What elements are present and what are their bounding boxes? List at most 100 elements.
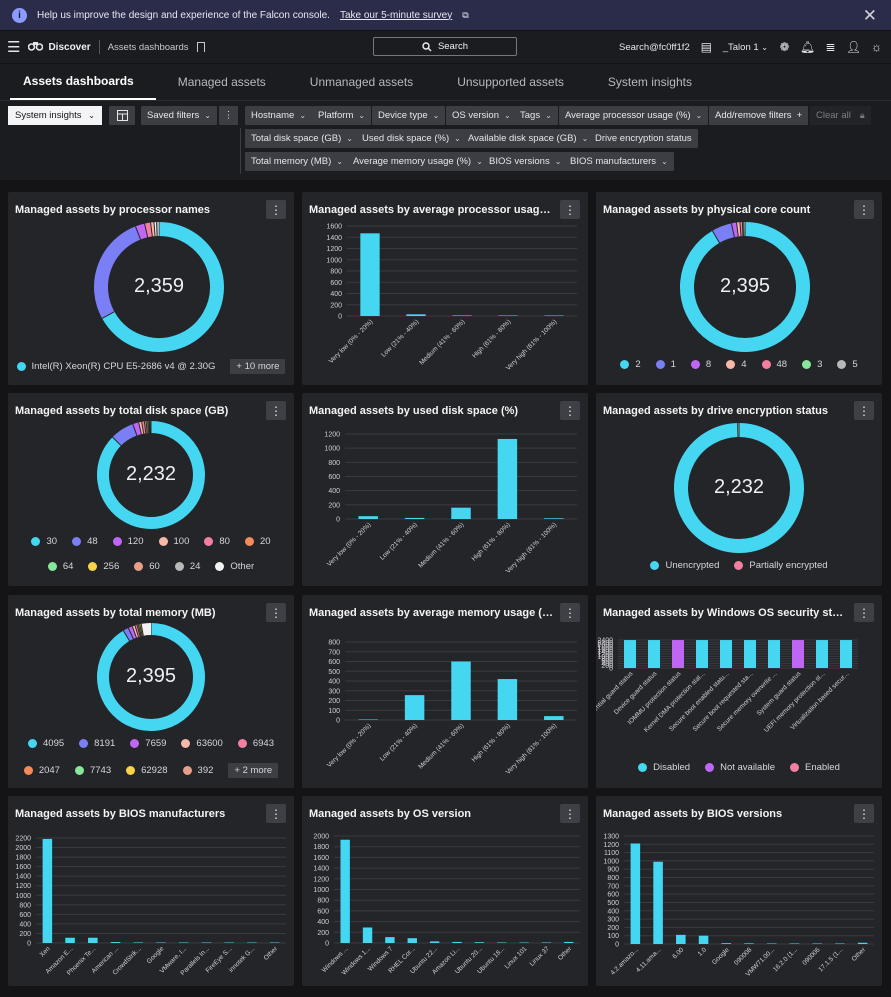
kebab-menu-icon[interactable]: ⋮ [560, 603, 580, 622]
more-legend-button[interactable]: + 10 more [230, 359, 286, 374]
legend-item[interactable]: Disabled [638, 762, 690, 773]
filter-platform[interactable]: Platform ⌄ [312, 106, 372, 125]
filter-average-memory-usage[interactable]: Average memory usage (%) ⌄ [347, 152, 489, 171]
filter-bios-manufacturers[interactable]: BIOS manufacturers ⌄ [564, 152, 674, 171]
document-icon[interactable]: ▤ [700, 40, 712, 54]
user-icon[interactable]: 👤︎ [845, 40, 862, 54]
bookmark-icon[interactable] [196, 42, 205, 52]
filter-device-type[interactable]: Device type ⌄ [372, 106, 446, 125]
kebab-menu-icon[interactable]: ⋮ [266, 603, 286, 622]
breadcrumb[interactable]: Assets dashboards [107, 41, 189, 53]
chart-svg: 0 200 400 600 800 1000 1200 1400 1600 Very low (0… [326, 224, 577, 372]
legend-item[interactable]: 4 [726, 359, 747, 370]
legend-item[interactable]: 64 [47, 561, 73, 572]
y-tick-label: 0 [27, 941, 31, 948]
add-remove-filters-button[interactable]: Add/remove filters + [709, 106, 809, 125]
legend-item[interactable]: 7743 [74, 763, 111, 778]
dashboard-selector[interactable]: System insights ⌄ [8, 106, 102, 125]
kebab-menu-icon[interactable]: ⋮ [854, 401, 874, 420]
legend-item[interactable]: 48 [761, 359, 787, 370]
legend-item[interactable]: 62928 [126, 763, 168, 778]
legend-item[interactable]: 1 [655, 359, 676, 370]
filter-total-disk-space[interactable]: Total disk space (GB) ⌄ [245, 129, 359, 148]
filter-available-disk-space[interactable]: Available disk space (GB) ⌄ [462, 129, 595, 148]
tab-unmanaged-assets[interactable]: Unmanaged assets [309, 75, 414, 89]
search-button[interactable]: Search [373, 37, 517, 56]
legend-item[interactable]: Unencrypted [650, 560, 719, 571]
slice-separator [739, 222, 742, 237]
chevron-down-icon: ⌄ [454, 134, 461, 143]
filter-bios-versions[interactable]: BIOS versions ⌄ [483, 152, 568, 171]
donut-slice [712, 223, 735, 243]
y-tick-label: 800 [330, 269, 342, 276]
legend-item[interactable]: 7659 [130, 738, 166, 749]
filter-drive-encryption-status[interactable]: Drive encryption status [589, 129, 698, 148]
filter-tags[interactable]: Tags ⌄ [514, 106, 558, 125]
kebab-menu-icon[interactable]: ⋮ [266, 200, 286, 219]
kebab-menu-icon[interactable]: ⋮ [854, 603, 874, 622]
filter-hostname[interactable]: Hostname ⌄ [245, 106, 313, 125]
legend-item[interactable]: Not available [705, 762, 775, 773]
legend-item[interactable]: 2 [620, 359, 641, 370]
layout-icon[interactable] [109, 106, 135, 125]
filter-used-disk-space[interactable]: Used disk space (%) ⌄ [356, 129, 467, 148]
legend-item[interactable]: Enabled [790, 762, 840, 773]
legend-item[interactable]: Intel(R) Xeon(R) CPU E5-2686 v4 @ 2.30G [16, 359, 215, 374]
legend-item[interactable]: 60 [134, 561, 160, 572]
kebab-menu-icon[interactable]: ⋮ [560, 401, 580, 420]
chart-panel: Managed assets by total memory (MB) ⋮ 2,39… [8, 595, 294, 788]
legend-item[interactable]: Other [215, 561, 254, 572]
survey-link[interactable]: Take our 5-minute survey [339, 9, 453, 21]
legend-item[interactable]: Partially encrypted [734, 560, 828, 571]
legend-item[interactable]: 24 [174, 561, 200, 572]
tab-assets-dashboards[interactable]: Assets dashboards [10, 64, 156, 100]
kebab-menu-icon[interactable]: ⋮ [266, 401, 286, 420]
legend-item[interactable]: 6943 [237, 738, 274, 749]
close-icon[interactable]: ✕ [862, 6, 877, 25]
org-selector[interactable]: _Talon 1 ⌄ [723, 42, 768, 53]
menu-icon[interactable]: ☰ [7, 39, 21, 56]
legend-item[interactable]: 100 [158, 536, 189, 547]
kebab-menu-icon[interactable]: ⋮ [854, 804, 874, 823]
legend-item[interactable]: 20 [244, 536, 271, 547]
legend-item[interactable]: 48 [72, 536, 98, 547]
user-name[interactable]: Search@fc0ff1f2 [619, 41, 690, 53]
filter-os-version[interactable]: OS version ⌄ [446, 106, 517, 125]
legend-item[interactable]: 256 [88, 561, 119, 572]
bell-icon[interactable]: 🔔︎ [799, 40, 816, 54]
kebab-menu-icon[interactable]: ⋮ [854, 200, 874, 219]
legend-item[interactable]: 3 [802, 359, 822, 370]
legend-item[interactable]: 63600 [181, 738, 223, 749]
legend-item[interactable]: 120 [112, 536, 144, 547]
saved-filters-dropdown[interactable]: Saved filters ⌄ [141, 106, 217, 125]
kebab-menu-icon[interactable]: ⋮ [560, 200, 580, 219]
tab-system-insights[interactable]: System insights [607, 75, 692, 89]
more-options-icon[interactable]: ⋮ [219, 106, 238, 125]
y-tick-label: 1800 [15, 855, 31, 862]
tab-unsupported-assets[interactable]: Unsupported assets [457, 75, 564, 89]
x-tick-label: 16.2.0 (1... [772, 946, 799, 973]
clear-all-button[interactable]: Clear all 🔒︎ [810, 106, 871, 125]
legend-item[interactable]: 4095 [28, 738, 64, 749]
legend-item[interactable]: 30 [31, 536, 57, 547]
tasks-icon[interactable]: ≣ [825, 40, 836, 54]
tab-managed-assets[interactable]: Managed assets [177, 75, 266, 89]
more-legend-button[interactable]: + 2 more [228, 763, 279, 778]
legend-item[interactable]: 5 [837, 359, 858, 370]
banner-text: Help us improve the design and experienc… [37, 9, 330, 21]
gift-icon[interactable]: ❁ [779, 40, 790, 54]
chevron-down-icon: ⌄ [504, 111, 511, 120]
legend-item[interactable]: 2047 [23, 763, 60, 778]
legend-item[interactable]: 8 [690, 359, 711, 370]
external-link-icon: ⧉ [462, 9, 469, 20]
legend-item[interactable]: 392 [182, 763, 213, 778]
filter-total-memory[interactable]: Total memory (MB) ⌄ [245, 152, 349, 171]
kebab-menu-icon[interactable]: ⋮ [266, 804, 286, 823]
x-tick-label: 1.0 [697, 946, 709, 958]
app-name[interactable]: Discover [48, 41, 91, 53]
legend-item[interactable]: 80 [204, 536, 230, 547]
theme-icon[interactable]: ☼ [871, 40, 882, 54]
legend-item[interactable]: 8191 [79, 738, 115, 749]
filter-average-processor-usage[interactable]: Average processor usage (%) ⌄ [559, 106, 709, 125]
kebab-menu-icon[interactable]: ⋮ [560, 804, 580, 823]
